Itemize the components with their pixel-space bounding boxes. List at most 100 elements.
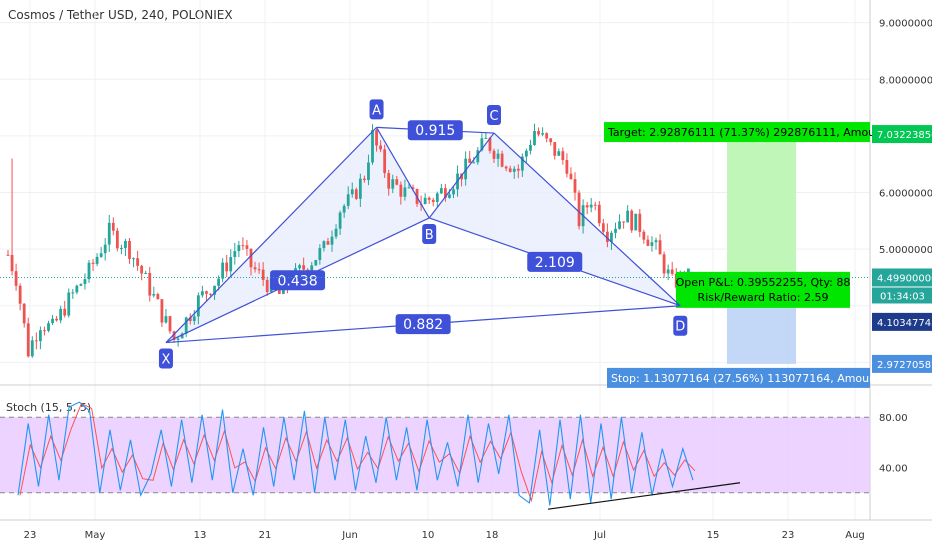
candle-body-5: [26, 323, 30, 357]
candle-body-57: [237, 245, 241, 252]
candle-body-154: [630, 210, 634, 231]
point-b-label[interactable]: B: [422, 223, 437, 244]
candle-body-50: [209, 293, 212, 295]
point-a-label[interactable]: A: [369, 99, 384, 120]
candle-body-83: [342, 205, 346, 213]
candle-body-30: [128, 241, 131, 259]
ratio-bd-label[interactable]: 2.109: [527, 251, 583, 272]
candle-body-110: [452, 189, 455, 195]
candle-body-161: [658, 240, 662, 255]
candle-body-136: [557, 151, 561, 156]
candle-body-151: [618, 221, 621, 229]
long-position-tool[interactable]: Target: 2.92876111 (71.37%) 292876111, A…: [604, 122, 887, 388]
candle-body-49: [205, 291, 208, 294]
x-tick-8: 15: [707, 530, 720, 541]
candle-body-32: [136, 258, 139, 266]
x-tick-2: 13: [194, 530, 207, 541]
candle-body-29: [124, 241, 127, 248]
candle-body-18: [79, 284, 83, 286]
x-tick-3: 21: [259, 530, 272, 541]
candle-body-109: [448, 194, 451, 198]
point-d-label-bg: [673, 315, 688, 336]
pnl-text: Open P&L: 0.39552255, Qty: 88: [676, 276, 851, 289]
entry-price-tag[interactable]: 4.10347745: [872, 312, 932, 331]
candle-body-124: [508, 168, 512, 172]
candle-body-148: [606, 231, 609, 242]
candle-body-140: [573, 179, 577, 193]
x-tick-7: Jul: [593, 530, 606, 541]
candle-body-9: [43, 330, 46, 332]
candle-body-79: [326, 241, 330, 245]
candle-body-3: [18, 285, 22, 304]
candle-body-121: [496, 153, 500, 159]
candle-body-43: [180, 333, 184, 339]
candle-body-63: [261, 269, 265, 280]
candle-body-113: [464, 158, 468, 180]
candle-body-137: [561, 151, 565, 161]
candle-body-127: [520, 156, 524, 171]
point-x-label-bg: [158, 348, 173, 369]
candle-body-17: [75, 285, 79, 293]
candle-body-55: [229, 257, 233, 272]
candle-body-35: [148, 272, 152, 296]
candle-body-73: [302, 265, 306, 270]
countdown-tag-text: 01:34:03: [880, 291, 925, 302]
ratio-xd-label[interactable]: 0.882: [395, 314, 451, 335]
candle-body-160: [654, 240, 658, 243]
leg-bc: [428, 132, 495, 219]
last-price-tag-bg: [872, 268, 932, 287]
point-c-label[interactable]: C: [487, 105, 501, 126]
time-axis[interactable]: 23 May 13 21 Jun 10 18 Jul 15 23 Aug: [24, 530, 865, 541]
candle-body-76: [314, 260, 318, 266]
candle-body-36: [152, 294, 156, 296]
candle-body-81: [334, 228, 338, 237]
candle-body-48: [201, 291, 204, 296]
stop-label[interactable]: Stop: 1.13077164 (27.56%) 113077164, Amo…: [607, 367, 884, 388]
last-price-tag-text: 4.49900000: [877, 273, 932, 284]
stop-label-text: Stop: 1.13077164 (27.56%) 113077164, Amo…: [611, 372, 884, 385]
stoch-indicator-title[interactable]: Stoch (15, 5, 5): [6, 401, 92, 414]
candle-body-135: [553, 142, 557, 156]
candle-body-122: [500, 153, 504, 167]
ratio-ac-label-bg: [407, 120, 463, 141]
candle-body-155: [634, 213, 638, 231]
x-tick-0: 23: [24, 530, 37, 541]
stoch-tick-40: 40.00: [879, 464, 908, 475]
candle-body-88: [363, 178, 366, 180]
candle-body-98: [403, 187, 407, 197]
stop-price-tag-bg: [872, 354, 932, 373]
ratio-ac-label[interactable]: 0.915: [407, 120, 463, 141]
stoch-k-line: [17, 401, 694, 506]
entry-price-tag-text: 4.10347745: [877, 318, 932, 329]
ratio-xd-label-text: 0.882: [403, 317, 443, 333]
price-axis[interactable]: 9.00000000 8.00000000 6.00000000 5.00000000…: [872, 19, 932, 373]
candle-body-107: [439, 188, 443, 194]
target-label[interactable]: Target: 2.92876111 (71.37%) 292876111, A…: [604, 122, 887, 143]
pattern-fill-xab: [165, 127, 430, 343]
candle-body-58: [241, 245, 245, 247]
candle-body-39: [164, 316, 168, 323]
harmonic-pattern[interactable]: 0.438 0.915 2.109 0.882 X A B C D: [158, 99, 688, 369]
candle-body-158: [646, 239, 650, 246]
point-x-label[interactable]: X: [158, 348, 173, 369]
candle-body-60: [249, 248, 253, 268]
ratio-xb-label[interactable]: 0.438: [270, 270, 326, 291]
candle-body-117: [480, 138, 484, 151]
stoch-trendline: [547, 482, 741, 510]
candle-body-104: [427, 197, 431, 200]
candle-body-19: [83, 279, 87, 285]
candle-body-51: [213, 285, 216, 295]
target-price-tag[interactable]: 7.03223856: [872, 125, 932, 144]
entry-price-tag-bg: [872, 312, 932, 331]
candle-body-56: [233, 251, 237, 258]
countdown-tag[interactable]: 01:34:03: [872, 287, 932, 304]
stop-price-tag[interactable]: 2.97270581: [872, 354, 932, 373]
candle-body-94: [387, 173, 391, 189]
stop-zone: [727, 299, 796, 364]
last-price-tag[interactable]: 4.49900000: [872, 268, 932, 287]
candle-body-150: [614, 228, 617, 233]
point-d-label[interactable]: D: [673, 315, 688, 336]
ratio-xb-label-text: 0.438: [278, 273, 318, 289]
candle-body-23: [99, 253, 103, 257]
